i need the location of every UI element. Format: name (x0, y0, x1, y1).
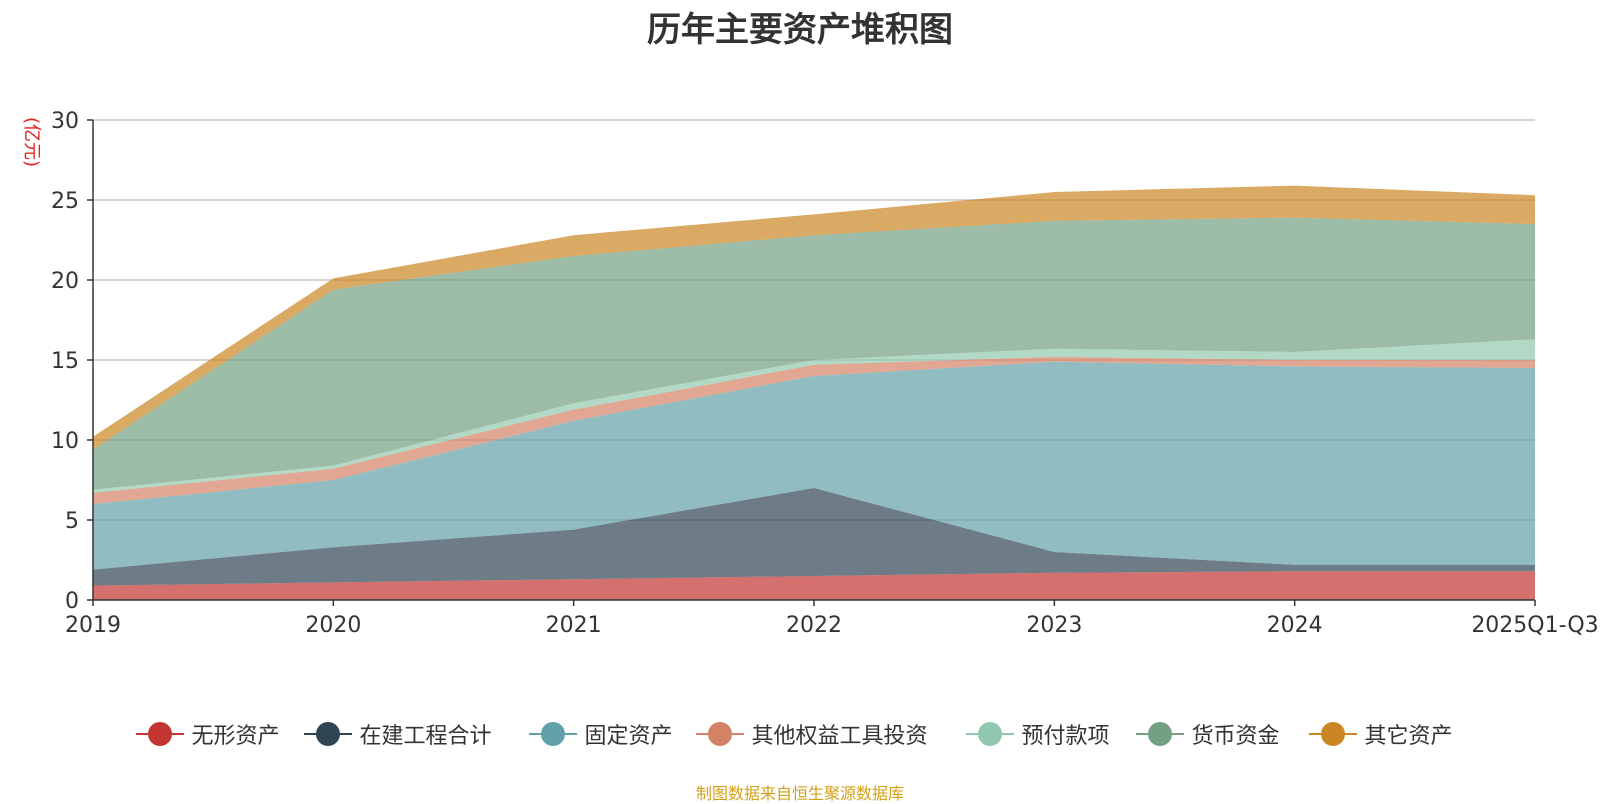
y-tick-label: 10 (51, 429, 79, 454)
legend-label: 预付款项 (1021, 724, 1110, 749)
axes: 0 5 10 15 20 25 30 2019 2020 2021 2022 2023 2024 2025… (51, 109, 1599, 638)
area-series-5 (93, 339, 1535, 493)
legend-marker-icon (134, 716, 186, 752)
x-tick-label: 2024 (1267, 613, 1323, 638)
legend-marker-icon (1307, 716, 1359, 752)
legend-marker-icon (302, 716, 354, 752)
legend-marker-icon (1134, 716, 1186, 752)
chart-title: 历年主要资产堆积图 (647, 10, 953, 50)
area-series-1 (93, 571, 1535, 600)
x-tick-label: 2025Q1-Q3 (1471, 613, 1598, 638)
y-tick-label: 0 (65, 589, 79, 614)
x-tick-label: 2021 (546, 613, 602, 638)
area-series-layer (93, 185, 1535, 600)
x-tick-label: 2023 (1026, 613, 1082, 638)
legend-item-7[interactable]: 其它资产 (1307, 716, 1453, 752)
legend-marker-icon (694, 716, 746, 752)
y-tick-label: 15 (51, 349, 79, 374)
area-series-6 (93, 217, 1535, 490)
area-series-2 (93, 488, 1535, 586)
y-tick-label: 30 (51, 109, 79, 134)
area-series-7 (93, 185, 1535, 450)
legend-item-1[interactable]: 无形资产 (134, 716, 280, 752)
y-tick-label: 20 (51, 269, 79, 294)
legend-marker-icon (964, 716, 1016, 752)
legend-item-4[interactable]: 其他权益工具投资 (694, 716, 928, 752)
legend-label: 其它资产 (1364, 724, 1453, 749)
legend-label: 其他权益工具投资 (751, 724, 928, 749)
legend: 无形资产 在建工程合计 固定资产 其他权益工具投资 预付款项 货币资金 其它资产 (0, 716, 1600, 752)
source-note: 制图数据来自恒生聚源数据库 (695, 784, 904, 803)
legend-label: 固定资产 (584, 724, 673, 749)
y-tick-label: 25 (51, 189, 79, 214)
legend-label: 在建工程合计 (359, 724, 492, 749)
legend-item-3[interactable]: 固定资产 (527, 716, 673, 752)
area-series-3 (93, 361, 1535, 570)
legend-marker-icon (527, 716, 579, 752)
x-tick-label: 2020 (305, 613, 361, 638)
x-tick-label: 2022 (786, 613, 842, 638)
legend-label: 货币资金 (1191, 724, 1280, 749)
legend-item-6[interactable]: 货币资金 (1134, 716, 1280, 752)
legend-item-2[interactable]: 在建工程合计 (302, 716, 492, 752)
y-tick-label: 5 (65, 509, 79, 534)
x-tick-label: 2019 (65, 613, 121, 638)
y-axis-unit-label: (亿元) (21, 117, 42, 167)
legend-label: 无形资产 (191, 724, 280, 749)
legend-item-5[interactable]: 预付款项 (964, 716, 1110, 752)
area-series-4 (93, 356, 1535, 504)
